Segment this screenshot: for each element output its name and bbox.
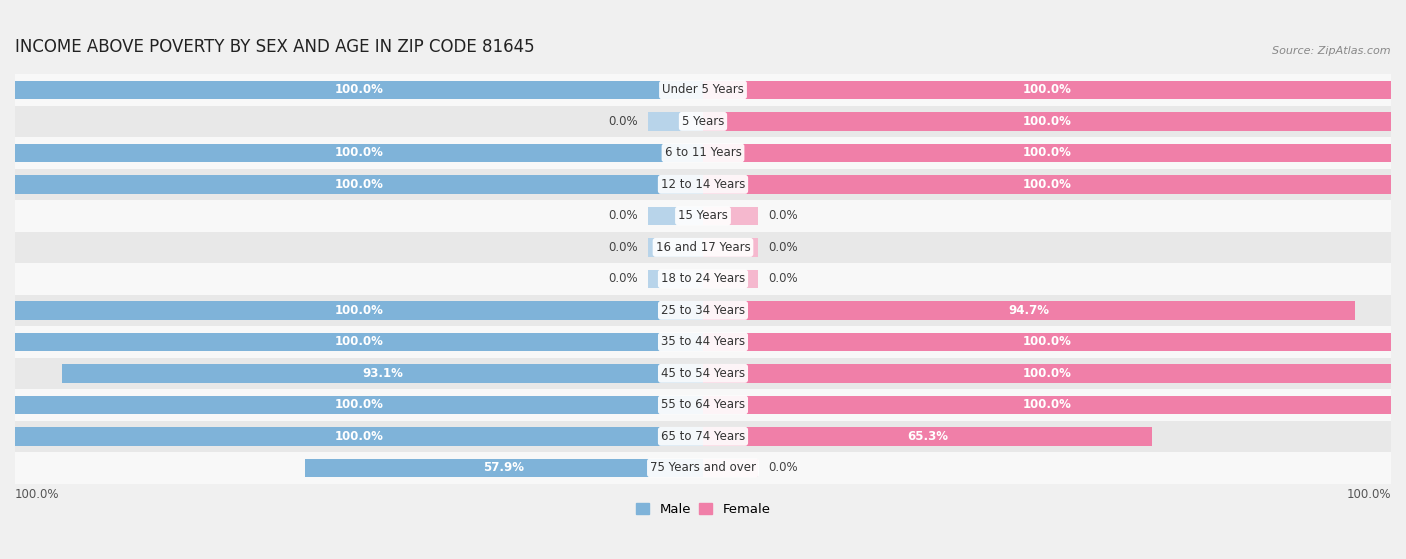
Bar [15, 295, 1391, 326]
Text: 100.0%: 100.0% [335, 335, 384, 348]
Text: 93.1%: 93.1% [363, 367, 404, 380]
Text: Source: ZipAtlas.com: Source: ZipAtlas.com [1272, 46, 1391, 56]
Text: 100.0%: 100.0% [1022, 83, 1071, 96]
Bar [703, 238, 758, 257]
Bar [703, 396, 1391, 414]
Bar [15, 420, 1391, 452]
Text: 6 to 11 Years: 6 to 11 Years [665, 146, 741, 159]
Bar [15, 389, 1391, 420]
Bar [648, 112, 703, 131]
Bar [15, 301, 703, 320]
Bar [648, 238, 703, 257]
Text: 100.0%: 100.0% [335, 399, 384, 411]
Text: INCOME ABOVE POVERTY BY SEX AND AGE IN ZIP CODE 81645: INCOME ABOVE POVERTY BY SEX AND AGE IN Z… [15, 38, 534, 56]
Bar [15, 231, 1391, 263]
Text: 100.0%: 100.0% [335, 304, 384, 317]
Bar [703, 427, 1153, 446]
Text: 100.0%: 100.0% [1022, 367, 1071, 380]
Text: 12 to 14 Years: 12 to 14 Years [661, 178, 745, 191]
Bar [703, 459, 758, 477]
Text: 75 Years and over: 75 Years and over [650, 461, 756, 475]
Bar [15, 169, 1391, 200]
Text: 0.0%: 0.0% [607, 241, 638, 254]
Bar [703, 270, 758, 288]
Bar [15, 427, 703, 446]
Bar [15, 326, 1391, 358]
Text: 0.0%: 0.0% [607, 272, 638, 286]
Bar [15, 144, 703, 162]
Text: 65.3%: 65.3% [907, 430, 948, 443]
Text: 55 to 64 Years: 55 to 64 Years [661, 399, 745, 411]
Text: Under 5 Years: Under 5 Years [662, 83, 744, 96]
Bar [15, 358, 1391, 389]
Text: 100.0%: 100.0% [1022, 178, 1071, 191]
Bar [703, 176, 1391, 193]
Bar [305, 459, 703, 477]
Text: 0.0%: 0.0% [768, 210, 799, 222]
Text: 0.0%: 0.0% [607, 210, 638, 222]
Text: 100.0%: 100.0% [335, 430, 384, 443]
Bar [15, 396, 703, 414]
Text: 25 to 34 Years: 25 to 34 Years [661, 304, 745, 317]
Bar [15, 74, 1391, 106]
Bar [15, 333, 703, 351]
Bar [703, 333, 1391, 351]
Bar [15, 106, 1391, 137]
Text: 100.0%: 100.0% [1022, 335, 1071, 348]
Bar [15, 80, 703, 99]
Text: 35 to 44 Years: 35 to 44 Years [661, 335, 745, 348]
Text: 100.0%: 100.0% [1022, 399, 1071, 411]
Text: 5 Years: 5 Years [682, 115, 724, 128]
Bar [15, 200, 1391, 231]
Bar [15, 176, 703, 193]
Text: 57.9%: 57.9% [484, 461, 524, 475]
Bar [703, 144, 1391, 162]
Text: 100.0%: 100.0% [335, 146, 384, 159]
Text: 0.0%: 0.0% [768, 272, 799, 286]
Text: 100.0%: 100.0% [1347, 489, 1391, 501]
Text: 65 to 74 Years: 65 to 74 Years [661, 430, 745, 443]
Text: 18 to 24 Years: 18 to 24 Years [661, 272, 745, 286]
Bar [703, 301, 1354, 320]
Bar [15, 263, 1391, 295]
Bar [703, 364, 1391, 382]
Bar [15, 452, 1391, 484]
Text: 100.0%: 100.0% [1022, 146, 1071, 159]
Bar [703, 80, 1391, 99]
Text: 45 to 54 Years: 45 to 54 Years [661, 367, 745, 380]
Bar [62, 364, 703, 382]
Text: 16 and 17 Years: 16 and 17 Years [655, 241, 751, 254]
Text: 100.0%: 100.0% [1022, 115, 1071, 128]
Bar [15, 137, 1391, 169]
Text: 0.0%: 0.0% [768, 461, 799, 475]
Bar [703, 207, 758, 225]
Text: 0.0%: 0.0% [607, 115, 638, 128]
Text: 100.0%: 100.0% [335, 83, 384, 96]
Text: 0.0%: 0.0% [768, 241, 799, 254]
Bar [648, 207, 703, 225]
Legend: Male, Female: Male, Female [631, 499, 775, 520]
Text: 100.0%: 100.0% [335, 178, 384, 191]
Text: 15 Years: 15 Years [678, 210, 728, 222]
Text: 100.0%: 100.0% [15, 489, 59, 501]
Bar [648, 270, 703, 288]
Bar [703, 112, 1391, 131]
Text: 94.7%: 94.7% [1008, 304, 1049, 317]
